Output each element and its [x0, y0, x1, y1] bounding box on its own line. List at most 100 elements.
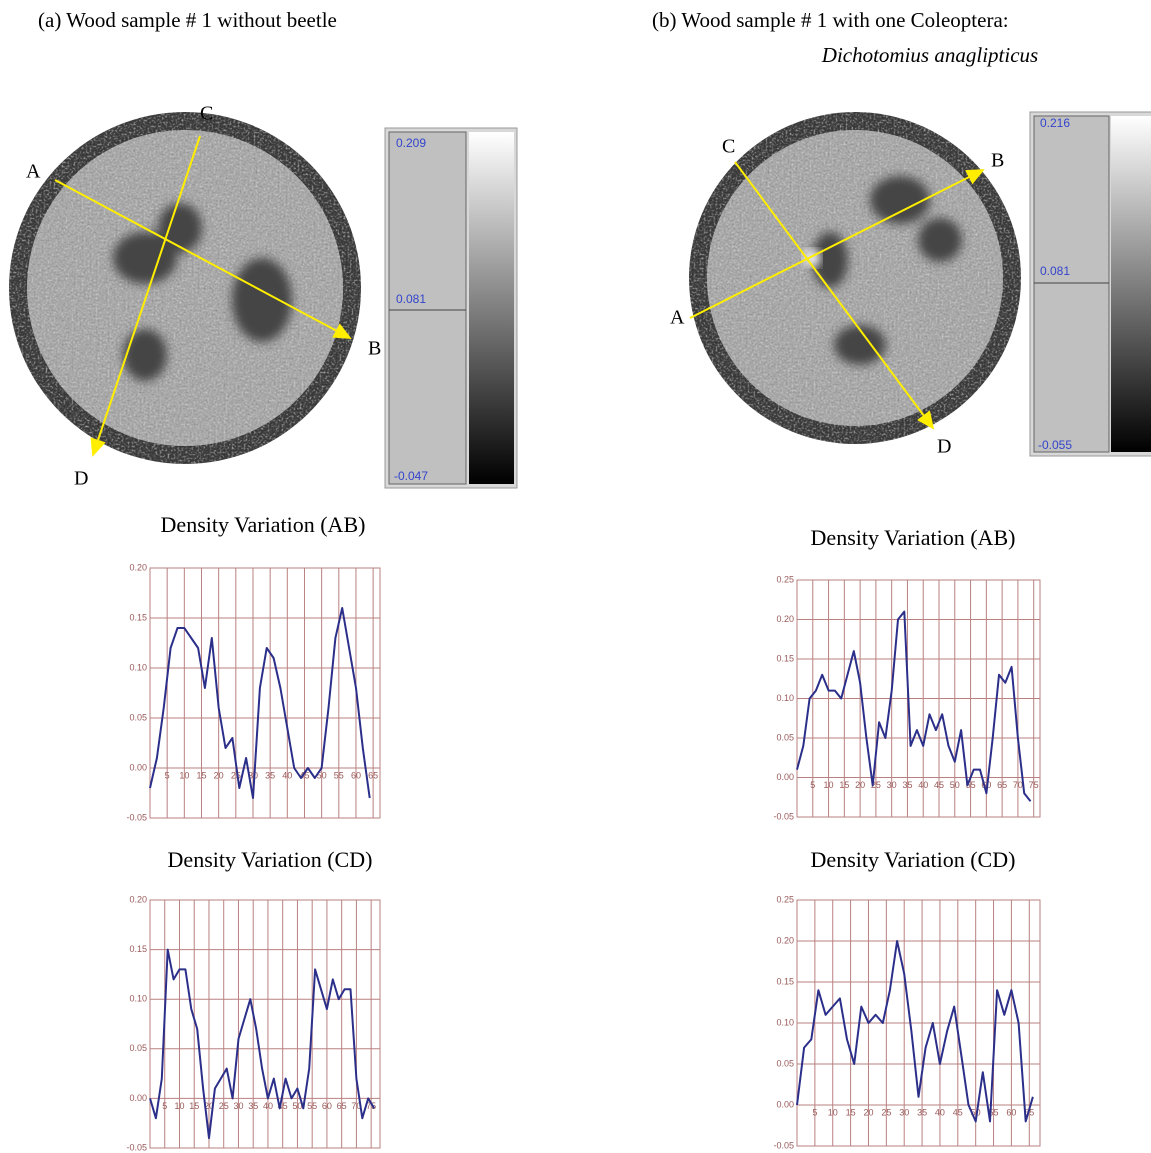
y-tick-label: -0.05	[126, 812, 147, 822]
scale-gradient	[469, 132, 514, 484]
x-tick-label: 25	[231, 770, 241, 780]
x-tick-label: 45	[299, 770, 309, 780]
chart-title: Density Variation (AB)	[811, 525, 1016, 550]
scale-label: 0.081	[1040, 264, 1070, 278]
species: Dichotomius anaglipticus	[821, 43, 1038, 67]
y-tick-label: 0.00	[776, 772, 794, 782]
color-scale: 0.209 0.081 -0.047	[384, 127, 518, 489]
y-tick-label: 0.05	[776, 732, 794, 742]
chart-title: Density Variation (CD)	[168, 847, 373, 872]
x-tick-label: 15	[189, 1101, 199, 1111]
plot-frame	[149, 899, 381, 1149]
x-tick-label: 40	[263, 1101, 273, 1111]
x-tick-label: 15	[839, 780, 849, 790]
x-tick-label: 65	[368, 770, 378, 780]
y-tick-label: 0.10	[776, 693, 794, 703]
x-tick-label: 55	[334, 770, 344, 780]
y-tick-label: -0.05	[126, 1142, 147, 1152]
x-tick-label: 45	[278, 1101, 288, 1111]
x-tick-label: 20	[214, 770, 224, 780]
x-tick-label: 60	[351, 770, 361, 780]
x-tick-label: 20	[863, 1107, 873, 1117]
y-tick-label: 0.15	[129, 612, 147, 622]
arrow-ab	[689, 169, 985, 319]
scale-gradient	[1111, 116, 1151, 452]
y-tick-label: 0.05	[776, 1058, 794, 1068]
scale-label: -0.055	[1038, 438, 1072, 452]
y-tick-label: 0.00	[776, 1099, 794, 1109]
x-tick-label: 5	[162, 1101, 167, 1111]
data-line	[796, 940, 1034, 1123]
point-label: D	[74, 468, 88, 490]
x-tick-label: 35	[902, 780, 912, 790]
y-tick-label: 0.10	[129, 662, 147, 672]
y-tick-label: 0.00	[129, 1093, 147, 1103]
x-tick-label: 35	[917, 1107, 927, 1117]
x-tick-label: 20	[855, 780, 865, 790]
x-tick-label: 15	[846, 1107, 856, 1117]
chart-title: Density Variation (CD)	[811, 847, 1016, 872]
color-scale: 0.216 0.081 -0.055	[1029, 111, 1151, 457]
x-tick-label: 50	[950, 780, 960, 790]
ct-voids	[812, 176, 962, 365]
y-tick-label: 0.15	[776, 976, 794, 986]
data-line	[149, 948, 375, 1140]
x-tick-label: 50	[317, 770, 327, 780]
y-tick-label: 0.20	[776, 614, 794, 624]
y-tick-label: 0.20	[129, 562, 147, 572]
point-label: A	[670, 307, 685, 329]
x-tick-label: 35	[265, 770, 275, 780]
data-line	[149, 607, 371, 799]
y-tick-label: 0.10	[129, 994, 147, 1004]
scale-label: 0.209	[396, 136, 426, 150]
x-tick-label: 30	[248, 770, 258, 780]
scale-panel	[388, 131, 467, 485]
x-tick-label: 30	[899, 1107, 909, 1117]
x-tick-label: 65	[997, 780, 1007, 790]
x-tick-label: 50	[971, 1107, 981, 1117]
x-tick-label: 30	[887, 780, 897, 790]
x-tick-label: 65	[337, 1101, 347, 1111]
x-tick-label: 30	[233, 1101, 243, 1111]
x-tick-label: 40	[282, 770, 292, 780]
x-tick-label: 20	[204, 1101, 214, 1111]
y-tick-label: 0.15	[776, 653, 794, 663]
x-tick-label: 5	[165, 770, 170, 780]
ct-core	[27, 130, 343, 446]
y-tick-label: -0.05	[773, 1140, 794, 1150]
x-tick-label: 70	[351, 1101, 361, 1111]
x-tick-label: 55	[989, 1107, 999, 1117]
x-tick-label: 75	[1029, 780, 1039, 790]
x-tick-label: 10	[824, 780, 834, 790]
ct-image: A B C D	[9, 103, 381, 490]
point-label: D	[937, 436, 951, 458]
point-label: C	[200, 103, 213, 125]
x-tick-label: 25	[871, 780, 881, 790]
x-tick-label: 60	[1006, 1107, 1016, 1117]
x-tick-label: 70	[1013, 780, 1023, 790]
x-tick-label: 10	[174, 1101, 184, 1111]
scale-panel	[1033, 115, 1110, 453]
point-label: B	[368, 338, 381, 360]
y-tick-label: 0.05	[129, 712, 147, 722]
x-tick-label: 45	[934, 780, 944, 790]
caption: (b) Wood sample # 1 with one Coleoptera:	[652, 8, 1009, 32]
x-tick-label: 40	[935, 1107, 945, 1117]
scale-label: 0.216	[1040, 116, 1070, 130]
x-tick-label: 45	[953, 1107, 963, 1117]
x-tick-label: 10	[179, 770, 189, 780]
x-tick-label: 60	[981, 780, 991, 790]
point-label: B	[991, 150, 1004, 172]
y-tick-label: 0.00	[129, 762, 147, 772]
y-tick-label: 0.25	[776, 894, 794, 904]
scale-label: 0.081	[396, 292, 426, 306]
data-line	[796, 610, 1032, 802]
point-label: A	[26, 161, 41, 183]
caption: (a) Wood sample # 1 without beetle	[38, 8, 337, 32]
arrow-ab	[54, 179, 352, 339]
x-tick-label: 75	[366, 1101, 376, 1111]
chart-title: Density Variation (AB)	[161, 512, 366, 537]
x-tick-label: 55	[966, 780, 976, 790]
